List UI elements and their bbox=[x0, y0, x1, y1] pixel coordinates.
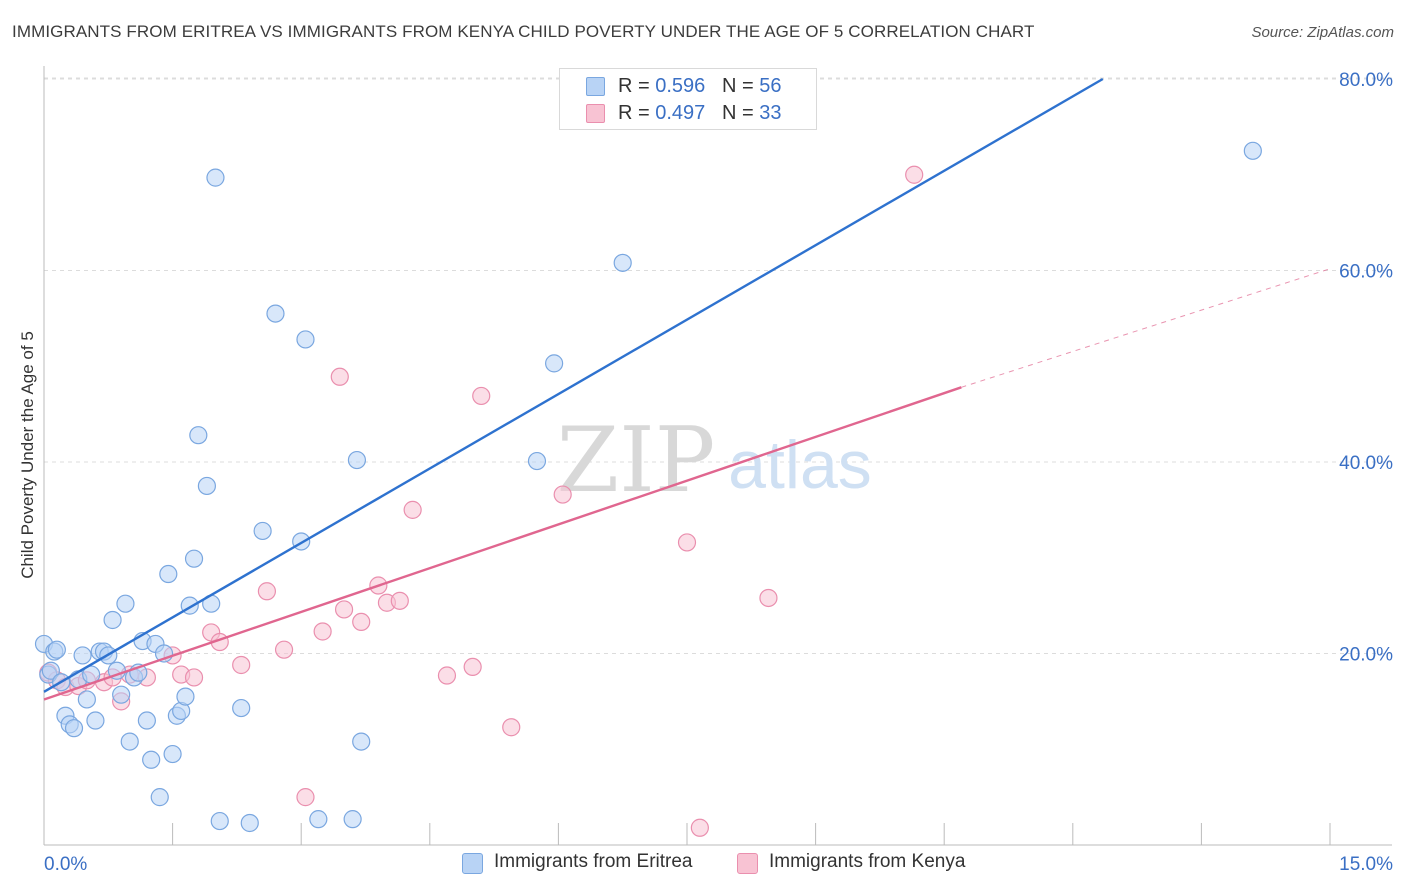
eritrea-point bbox=[545, 354, 564, 373]
eritrea-point bbox=[296, 330, 315, 349]
y-tick-label: 80.0% bbox=[1339, 70, 1393, 91]
correlation-legend: R = 0.596 N = 56 R = 0.497 N = 33 bbox=[559, 68, 817, 130]
legend-n-label-eritrea: N = bbox=[721, 75, 760, 97]
trend-lines bbox=[43, 77, 1331, 701]
chart-title: IMMIGRANTS FROM ERITREA VS IMMIGRANTS FR… bbox=[12, 22, 1035, 41]
eritrea-point bbox=[47, 640, 66, 659]
y-tick-label: 20.0% bbox=[1339, 645, 1393, 666]
eritrea-point bbox=[206, 168, 225, 187]
eritrea-point bbox=[112, 685, 131, 704]
watermark-zip: ZIP bbox=[557, 408, 716, 513]
eritrea-point bbox=[266, 304, 285, 323]
kenya-point bbox=[502, 718, 521, 737]
kenya-point bbox=[403, 500, 422, 519]
kenya-point bbox=[472, 386, 491, 406]
kenya-point bbox=[390, 591, 409, 610]
kenya-point bbox=[905, 165, 924, 184]
kenya-point bbox=[296, 788, 315, 807]
eritrea-point bbox=[176, 687, 195, 706]
eritrea-point bbox=[184, 549, 204, 568]
eritrea-point bbox=[137, 711, 156, 730]
legend-swatch-eritrea bbox=[586, 77, 605, 96]
watermark: ZIP atlas bbox=[557, 408, 872, 513]
legend-r-value-kenya: 0.497 bbox=[655, 102, 706, 124]
legend-r-label-kenya: R = bbox=[618, 102, 656, 124]
eritrea-point bbox=[352, 732, 371, 751]
series-label-kenya: Immigrants from Kenya bbox=[769, 851, 966, 872]
y-tick-label: 40.0% bbox=[1339, 453, 1393, 474]
legend-swatch-kenya bbox=[586, 104, 605, 123]
eritrea-point bbox=[73, 646, 92, 665]
axes bbox=[43, 66, 1392, 846]
eritrea-point bbox=[103, 610, 122, 630]
eritrea-point bbox=[41, 661, 60, 680]
eritrea-point bbox=[120, 732, 139, 751]
kenya-point bbox=[690, 818, 709, 837]
kenya-point bbox=[334, 600, 354, 619]
eritrea-point bbox=[347, 450, 367, 470]
eritrea-point bbox=[64, 719, 84, 738]
eritrea-point bbox=[613, 253, 632, 272]
kenya-point bbox=[553, 485, 572, 504]
legend-n-label-kenya: N = bbox=[721, 102, 760, 124]
eritrea-point bbox=[86, 711, 105, 730]
grid-lines bbox=[44, 77, 1392, 654]
eritrea-point bbox=[253, 521, 272, 541]
kenya-point bbox=[352, 612, 371, 632]
eritrea-point bbox=[240, 813, 259, 833]
legend-r-label-eritrea: R = bbox=[618, 75, 656, 97]
y-tick-label: 60.0% bbox=[1339, 262, 1393, 283]
y-axis-label: Child Poverty Under the Age of 5 bbox=[18, 331, 37, 579]
kenya-point bbox=[759, 588, 778, 608]
eritrea-point bbox=[150, 788, 169, 807]
eritrea-point bbox=[189, 426, 208, 445]
eritrea-point bbox=[77, 690, 96, 709]
kenya-point bbox=[232, 655, 251, 675]
kenya-point bbox=[463, 657, 482, 677]
kenya-point bbox=[257, 582, 277, 601]
x-tick-label: 15.0% bbox=[1339, 854, 1393, 875]
legend-n-value-eritrea: 56 bbox=[759, 75, 782, 97]
kenya-trend-line bbox=[43, 386, 962, 701]
tick-labels: 20.0% 40.0% 60.0% 80.0% 0.0% 15.0% bbox=[44, 70, 1393, 875]
kenya-point bbox=[330, 367, 349, 386]
kenya-point bbox=[184, 668, 204, 687]
x-tick-label: 0.0% bbox=[44, 854, 87, 875]
eritrea-point bbox=[197, 476, 216, 496]
kenya-point bbox=[677, 533, 697, 552]
eritrea-point bbox=[527, 451, 547, 471]
kenya-point bbox=[274, 640, 294, 659]
eritrea-trend-line bbox=[43, 77, 1104, 693]
legend-n-value-kenya: 33 bbox=[759, 102, 782, 124]
legend-r-value-eritrea: 0.596 bbox=[655, 75, 706, 97]
series-label-eritrea: Immigrants from Eritrea bbox=[494, 851, 693, 872]
watermark-atlas: atlas bbox=[728, 427, 872, 503]
eritrea-point bbox=[309, 810, 328, 829]
eritrea-point bbox=[1243, 141, 1262, 160]
kenya-point bbox=[313, 622, 332, 641]
eritrea-point bbox=[343, 810, 362, 829]
source-credit: Source: ZipAtlas.com bbox=[1251, 24, 1394, 41]
eritrea-point bbox=[163, 744, 182, 764]
eritrea-point bbox=[142, 750, 161, 769]
kenya-trend-extension bbox=[961, 268, 1331, 388]
eritrea-point bbox=[116, 594, 135, 613]
eritrea-point bbox=[232, 698, 251, 718]
eritrea-point bbox=[210, 811, 229, 831]
kenya-point bbox=[437, 666, 457, 685]
series-swatch-eritrea bbox=[462, 853, 483, 874]
series-swatch-kenya bbox=[737, 853, 758, 874]
eritrea-point bbox=[159, 564, 178, 584]
